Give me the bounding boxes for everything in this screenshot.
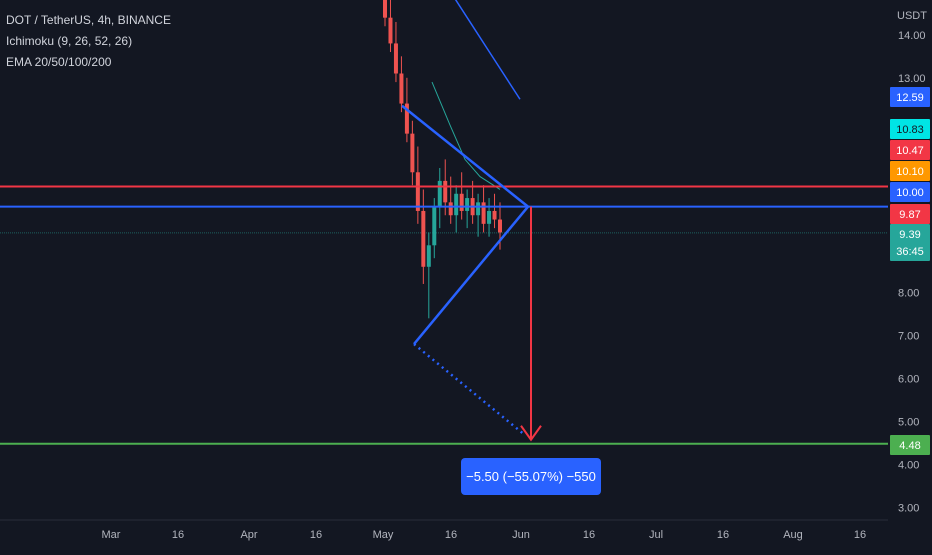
candle-body[interactable] bbox=[421, 210, 426, 267]
target-arrow-head bbox=[520, 425, 542, 442]
price-badge[interactable] bbox=[890, 140, 930, 160]
time-tick-label: 16 bbox=[583, 529, 595, 541]
time-tick-label: 16 bbox=[445, 529, 457, 541]
time-tick-label: Jul bbox=[649, 529, 663, 541]
candle-body[interactable] bbox=[448, 202, 453, 216]
price-tick-label: 8.00 bbox=[898, 288, 919, 300]
ichimoku-indicator-label[interactable]: Ichimoku (9, 26, 52, 26) bbox=[6, 34, 133, 48]
measure-tool-label[interactable]: −5.50 (−55.07%) −550 bbox=[461, 458, 601, 495]
price-tick-label: 4.00 bbox=[898, 459, 919, 471]
candle-body[interactable] bbox=[410, 133, 415, 173]
time-tick-label: 16 bbox=[717, 529, 729, 541]
upper-trendline[interactable] bbox=[401, 104, 529, 208]
price-badge-label: 10.47 bbox=[896, 145, 924, 157]
price-tick-label: 6.00 bbox=[898, 373, 919, 385]
price-badge[interactable] bbox=[890, 182, 930, 202]
candle-body[interactable] bbox=[476, 202, 481, 216]
time-tick-label: Apr bbox=[240, 529, 257, 541]
price-badge-label: 12.59 bbox=[896, 92, 924, 104]
candle-body[interactable] bbox=[388, 17, 393, 44]
candle-body[interactable] bbox=[454, 193, 459, 216]
projection-dotted-line[interactable] bbox=[413, 343, 525, 436]
time-tick-label: 16 bbox=[854, 529, 866, 541]
chart-legend: DOT / TetherUS, 4h, BINANCE Ichimoku (9,… bbox=[6, 10, 171, 73]
price-badge-label: 9.87 bbox=[899, 209, 920, 221]
price-badge[interactable] bbox=[890, 204, 930, 224]
time-tick-label: Mar bbox=[102, 529, 121, 541]
price-tick-label: 7.00 bbox=[898, 331, 919, 343]
symbol-title[interactable]: DOT / TetherUS, 4h, BINANCE bbox=[6, 13, 171, 27]
candle-body[interactable] bbox=[443, 180, 448, 203]
ema-line bbox=[431, 81, 501, 190]
candle-body[interactable] bbox=[481, 202, 486, 224]
candle-body[interactable] bbox=[404, 103, 409, 134]
lower-trendline[interactable] bbox=[413, 205, 529, 345]
candle-body[interactable] bbox=[432, 206, 437, 246]
candle-body[interactable] bbox=[383, 0, 387, 18]
price-unit-label: USDT bbox=[897, 10, 927, 22]
candle-body[interactable] bbox=[498, 219, 502, 233]
price-badge-label: 9.39 bbox=[899, 229, 920, 241]
price-badge[interactable] bbox=[890, 87, 930, 107]
countdown-label: 36:45 bbox=[896, 246, 924, 258]
price-badge-label: 10.83 bbox=[896, 124, 924, 136]
time-tick-label: Aug bbox=[783, 529, 803, 541]
price-tick-label: 3.00 bbox=[898, 502, 919, 514]
price-tick-label: 13.00 bbox=[898, 73, 926, 85]
candle-body[interactable] bbox=[415, 172, 420, 211]
candle-body[interactable] bbox=[465, 198, 470, 211]
candle-body[interactable] bbox=[426, 245, 431, 267]
time-tick-label: 16 bbox=[310, 529, 322, 541]
time-tick-label: 16 bbox=[172, 529, 184, 541]
candle-body[interactable] bbox=[487, 210, 492, 224]
price-badge-label: 10.10 bbox=[896, 166, 924, 178]
price-tick-label: 14.00 bbox=[898, 30, 926, 42]
candle-body[interactable] bbox=[437, 180, 442, 207]
candle-body[interactable] bbox=[393, 43, 398, 74]
time-tick-label: Jun bbox=[512, 529, 530, 541]
price-badge[interactable] bbox=[890, 161, 930, 181]
price-badge-label: 4.48 bbox=[899, 440, 920, 452]
ema-line bbox=[454, 0, 521, 100]
time-tick-label: May bbox=[373, 529, 394, 541]
price-badge-label: 10.00 bbox=[896, 187, 924, 199]
price-badge[interactable] bbox=[890, 119, 930, 139]
candle-body[interactable] bbox=[492, 210, 497, 220]
candle-body[interactable] bbox=[459, 193, 464, 211]
price-tick-label: 5.00 bbox=[898, 416, 919, 428]
price-badge[interactable] bbox=[890, 224, 930, 261]
candle-body[interactable] bbox=[399, 73, 404, 104]
price-badge[interactable] bbox=[890, 435, 930, 455]
ema-indicator-label[interactable]: EMA 20/50/100/200 bbox=[6, 55, 112, 69]
